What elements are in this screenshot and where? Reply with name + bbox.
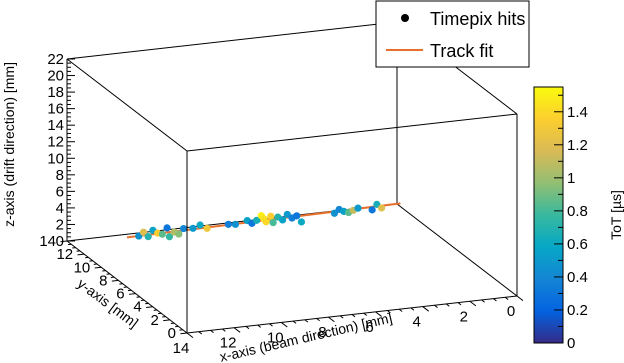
colorbar-tick-label: 1.2 bbox=[567, 137, 588, 154]
hit-point bbox=[354, 204, 362, 212]
hit-point bbox=[144, 233, 152, 241]
z-tick-label: 14 bbox=[47, 117, 64, 134]
x-tick-label: 10 bbox=[267, 329, 284, 346]
axis-tick bbox=[163, 319, 170, 322]
y-axis-line bbox=[66, 240, 188, 334]
box-edge bbox=[66, 21, 398, 60]
hit-point bbox=[377, 204, 386, 212]
box-edge bbox=[66, 58, 188, 152]
x-tick-label: 0 bbox=[507, 303, 515, 320]
x-axis-line bbox=[186, 295, 518, 334]
legend-dot-icon bbox=[401, 14, 409, 22]
y-tick-label: 8 bbox=[99, 272, 107, 289]
hit-point bbox=[253, 216, 261, 224]
axis-tick bbox=[516, 295, 524, 301]
hit-point bbox=[224, 220, 232, 228]
z-tick-label: 10 bbox=[47, 150, 64, 167]
box-front-edges bbox=[66, 59, 518, 334]
z-tick-label: 6 bbox=[56, 183, 64, 200]
z-tick-label: 20 bbox=[47, 68, 64, 85]
axis-tick bbox=[233, 327, 241, 333]
z-tick-label: 4 bbox=[56, 200, 64, 217]
axis-tick bbox=[186, 332, 194, 338]
axis-tick bbox=[422, 306, 430, 312]
z-tick-label: 16 bbox=[47, 101, 64, 118]
hit-point bbox=[163, 224, 171, 232]
hit-point bbox=[278, 216, 287, 224]
box-edge bbox=[396, 203, 518, 297]
legend-label-track: Track fit bbox=[430, 41, 493, 61]
y-axis-title: y-axis [mm] bbox=[75, 275, 142, 331]
axis-tick bbox=[469, 300, 477, 307]
axis-tick bbox=[77, 253, 85, 256]
legend-label-hits: Timepix hits bbox=[430, 9, 525, 29]
axis-tick bbox=[375, 311, 382, 317]
y-tick-label: 0 bbox=[168, 325, 176, 342]
z-tick-label: 0 bbox=[56, 233, 64, 250]
y-tick-label: 12 bbox=[56, 246, 73, 263]
hit-point bbox=[297, 218, 306, 226]
colorbar: 0 0.2 0.4 0.6 0.8 1 1.2 1.4 ToT [µs] bbox=[533, 86, 624, 352]
hit-point bbox=[269, 219, 277, 227]
hit-point bbox=[203, 224, 211, 232]
y-tick-label: 14 bbox=[39, 233, 56, 250]
timepix-hits-series bbox=[135, 200, 386, 241]
axis-tick bbox=[111, 279, 119, 282]
z-tick-label: 18 bbox=[47, 84, 64, 101]
hit-point bbox=[368, 206, 376, 214]
axis-tick bbox=[280, 322, 288, 328]
axis-tick bbox=[328, 316, 335, 323]
axis-ticks bbox=[60, 58, 524, 338]
axis-tick bbox=[128, 293, 136, 295]
z-tick-label: 12 bbox=[47, 134, 64, 151]
z-tick-label: 22 bbox=[47, 51, 64, 68]
hit-point bbox=[293, 212, 301, 220]
colorbar-tick-label: 0.2 bbox=[567, 302, 588, 319]
hit-point bbox=[231, 220, 240, 228]
legend-box bbox=[375, 0, 530, 68]
legend: Timepix hits Track fit bbox=[375, 0, 530, 68]
axis-tick bbox=[94, 266, 102, 269]
hit-point bbox=[139, 228, 148, 236]
colorbar-gradient bbox=[533, 86, 564, 344]
z-tick-label: 8 bbox=[56, 167, 64, 184]
hit-point bbox=[165, 233, 174, 241]
colorbar-tick-label: 0 bbox=[567, 335, 575, 352]
x-tick-label: 4 bbox=[413, 314, 421, 331]
x-tick-label: 8 bbox=[318, 324, 326, 341]
box-edge bbox=[186, 113, 518, 152]
x-tick-label: 14 bbox=[173, 340, 190, 357]
x-tick-label: 12 bbox=[220, 335, 237, 352]
axis-tick bbox=[146, 306, 153, 308]
y-tick-label: 6 bbox=[116, 286, 124, 303]
colorbar-tick-label: 0.4 bbox=[567, 269, 588, 286]
hit-point bbox=[196, 221, 204, 229]
colorbar-tick-label: 1 bbox=[567, 170, 575, 187]
colorbar-title: ToT [µs] bbox=[608, 190, 624, 240]
x-axis-title: x-axis (beam direction) [mm] bbox=[218, 309, 394, 363]
hit-point bbox=[179, 224, 188, 233]
hit-point bbox=[175, 230, 183, 238]
y-tick-label: 10 bbox=[74, 259, 91, 276]
axis-tick bbox=[180, 332, 188, 335]
x-tick-label: 2 bbox=[460, 308, 468, 325]
colorbar-tick-label: 0.8 bbox=[567, 203, 588, 220]
z-tick-label: 2 bbox=[56, 216, 64, 233]
colorbar-tick-label: 0.6 bbox=[567, 236, 588, 253]
hit-point bbox=[189, 224, 197, 232]
colorbar-tick-label: 1.4 bbox=[567, 104, 588, 121]
y-tick-label: 4 bbox=[133, 299, 141, 316]
y-tick-label: 2 bbox=[151, 312, 159, 329]
axis-tick bbox=[60, 240, 68, 243]
hit-point bbox=[262, 218, 270, 226]
hit-point bbox=[158, 230, 166, 238]
hit-point bbox=[267, 212, 275, 220]
colorbar-ticks: 0 0.2 0.4 0.6 0.8 1 1.2 1.4 bbox=[554, 94, 588, 352]
z-axis-title: z-axis (drift direction) [mm] bbox=[1, 62, 17, 227]
x-tick-label: 6 bbox=[365, 319, 373, 336]
